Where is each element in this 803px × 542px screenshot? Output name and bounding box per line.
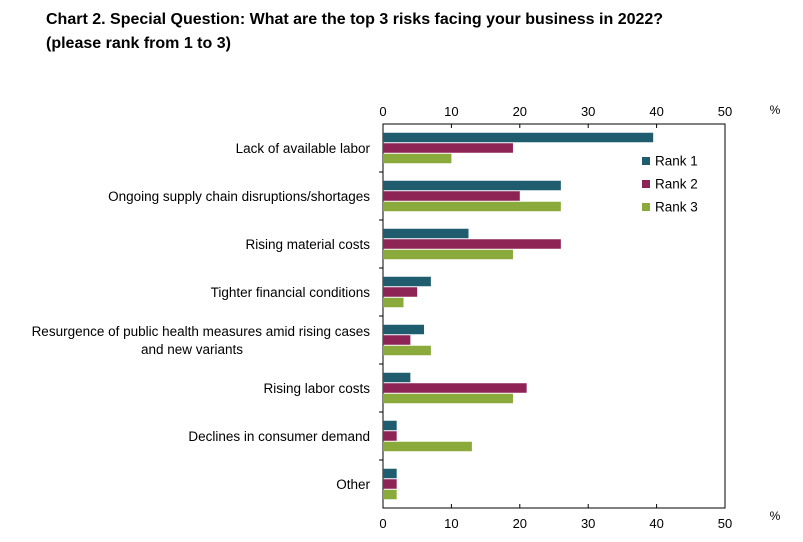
bar-rank-1 — [383, 228, 469, 239]
x-tick-label-bottom: 30 — [581, 516, 595, 531]
bar-rank-3 — [383, 489, 397, 500]
bar-rank-3 — [383, 297, 404, 308]
x-tick-label-top: 20 — [513, 104, 527, 119]
category-label: Rising labor costs — [263, 381, 370, 396]
category-label-line: Tighter financial conditions — [211, 285, 371, 300]
category-label-line: Lack of available labor — [236, 141, 371, 156]
x-tick-label-bottom: 20 — [513, 516, 527, 531]
legend-label-rank-1: Rank 1 — [655, 154, 698, 169]
bar-rank-1 — [383, 132, 654, 143]
chart-title-line-1: Chart 2. Special Question: What are the … — [46, 11, 664, 28]
category-label: Other — [336, 477, 370, 492]
bar-rank-2 — [383, 479, 397, 489]
bar-rank-1 — [383, 276, 431, 287]
x-unit-label-top: % — [770, 103, 781, 117]
bar-rank-2 — [383, 287, 418, 297]
bar-rank-2 — [383, 383, 527, 393]
bar-rank-3 — [383, 249, 513, 260]
legend-label-rank-2: Rank 2 — [655, 177, 698, 192]
bar-rank-2 — [383, 239, 561, 249]
legend-swatch-rank-3 — [642, 203, 650, 211]
legend-swatch-rank-2 — [642, 180, 650, 188]
bar-rank-1 — [383, 372, 411, 383]
x-unit-label-bottom: % — [770, 509, 781, 523]
bar-rank-2 — [383, 143, 513, 153]
x-tick-label-bottom: 40 — [649, 516, 663, 531]
bar-rank-3 — [383, 201, 561, 212]
category-label: Resurgence of public health measures ami… — [32, 324, 371, 357]
category-label-line: Declines in consumer demand — [188, 429, 370, 444]
bar-rank-2 — [383, 335, 411, 345]
legend-label-rank-3: Rank 3 — [655, 200, 698, 215]
bar-rank-2 — [383, 431, 397, 441]
category-label-line: Rising material costs — [245, 237, 370, 252]
category-label: Rising material costs — [245, 237, 370, 252]
x-tick-label-bottom: 50 — [718, 516, 732, 531]
x-tick-label-bottom: 0 — [379, 516, 386, 531]
category-label-line: Other — [336, 477, 370, 492]
axes-layer: 0 0 10 10 20 20 30 30 40 40 50 50%% — [379, 103, 781, 531]
bar-rank-1 — [383, 180, 561, 191]
category-label: Declines in consumer demand — [188, 429, 370, 444]
category-label: Ongoing supply chain disruptions/shortag… — [108, 189, 370, 204]
bars-layer — [383, 132, 654, 500]
bar-rank-1 — [383, 420, 397, 431]
x-tick-label-top: 30 — [581, 104, 595, 119]
x-tick-label-top: 0 — [379, 104, 386, 119]
category-labels-layer: Lack of available labor Ongoing supply ch… — [32, 141, 371, 492]
category-label: Lack of available labor — [236, 141, 371, 156]
bar-rank-3 — [383, 345, 431, 356]
bar-rank-3 — [383, 393, 513, 404]
category-label-line: and new variants — [141, 342, 243, 357]
x-tick-label-bottom: 10 — [444, 516, 458, 531]
category-label-line: Ongoing supply chain disruptions/shortag… — [108, 189, 370, 204]
chart-title-line-2: (please rank from 1 to 3) — [46, 35, 231, 52]
x-tick-label-top: 10 — [444, 104, 458, 119]
legend-swatch-rank-1 — [642, 157, 650, 165]
x-tick-label-top: 40 — [649, 104, 663, 119]
category-label-line: Rising labor costs — [263, 381, 370, 396]
legend: Rank 1 Rank 2 Rank 3 — [642, 154, 698, 215]
bar-rank-1 — [383, 468, 397, 479]
bar-rank-3 — [383, 441, 472, 452]
chart-title: Chart 2. Special Question: What are the … — [46, 8, 663, 56]
bar-rank-2 — [383, 191, 520, 201]
category-label: Tighter financial conditions — [211, 285, 371, 300]
bar-rank-3 — [383, 153, 452, 164]
bar-rank-1 — [383, 324, 425, 335]
category-label-line: Resurgence of public health measures ami… — [32, 324, 371, 339]
x-tick-label-top: 50 — [718, 104, 732, 119]
